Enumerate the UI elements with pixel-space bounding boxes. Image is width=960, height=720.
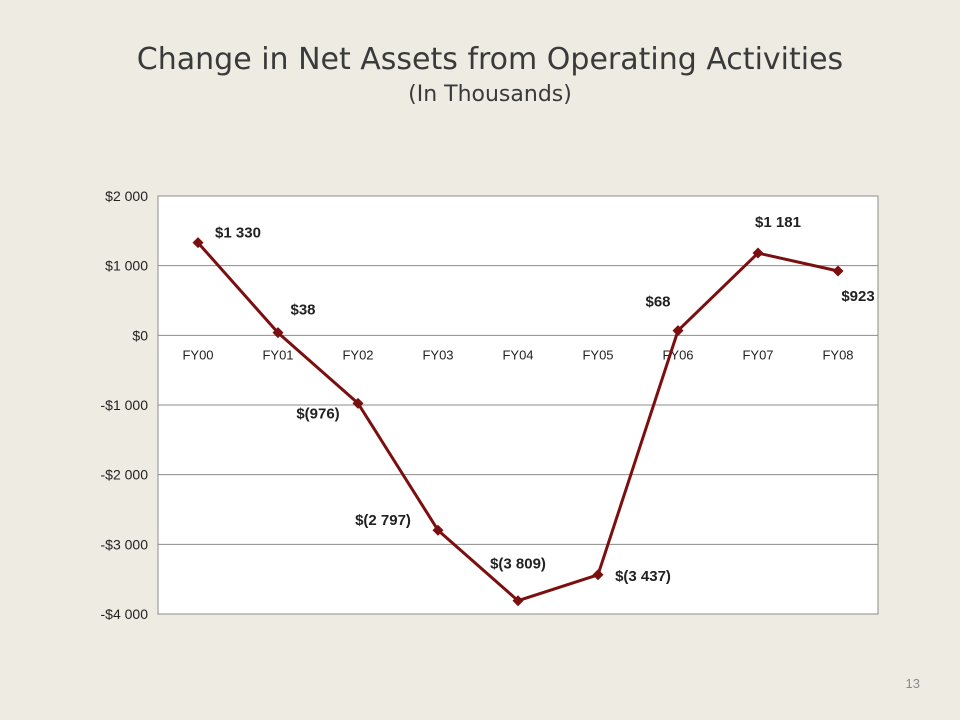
data-point [432,524,444,536]
data-point [512,595,524,607]
chart-title: Change in Net Assets from Operating Acti… [136,42,844,77]
x-tick-label: FY05 [582,347,613,362]
x-tick-label: FY07 [742,347,773,362]
data-point [832,265,844,277]
data-point [272,327,284,339]
x-tick-label: FY02 [342,347,373,362]
y-tick-label: $1 000 [105,258,148,274]
y-tick-label: -$2 000 [101,467,149,483]
page-number: 13 [905,676,920,691]
data-label: $(3 437) [615,568,671,585]
data-label: $38 [290,302,315,319]
data-label: $(3 809) [490,556,546,573]
data-label: $(2 797) [355,512,411,529]
x-tick-label: FY04 [502,347,533,362]
x-tick-label: FY08 [822,347,853,362]
data-label: $(976) [296,405,339,422]
slide-title: Change in Net Assets from Operating Acti… [0,40,960,110]
x-tick-label: FY01 [262,347,293,362]
y-tick-label: -$4 000 [101,606,149,620]
x-tick-label: FY03 [422,347,453,362]
data-label: $1 330 [215,225,261,242]
data-point [672,325,684,337]
data-point [752,247,764,259]
y-tick-label: -$3 000 [101,536,149,552]
chart-subtitle: (In Thousands) [408,82,572,107]
data-point [192,237,204,249]
data-label: $68 [645,294,670,311]
x-tick-label: FY00 [182,347,213,362]
data-label: $1 181 [755,214,801,231]
y-tick-label: $0 [132,327,148,343]
y-tick-label: -$1 000 [101,397,149,413]
data-point [592,569,604,581]
line-chart: $2 000 $1 000 $0 -$1 000 -$2 000 -$3 000 -$4 0… [60,180,880,620]
data-label: $923 [841,288,874,305]
chart-svg: $2 000 $1 000 $0 -$1 000 -$2 000 -$3 000 -$4 0… [101,188,879,620]
data-point [352,397,364,409]
y-tick-label: $2 000 [105,188,148,204]
